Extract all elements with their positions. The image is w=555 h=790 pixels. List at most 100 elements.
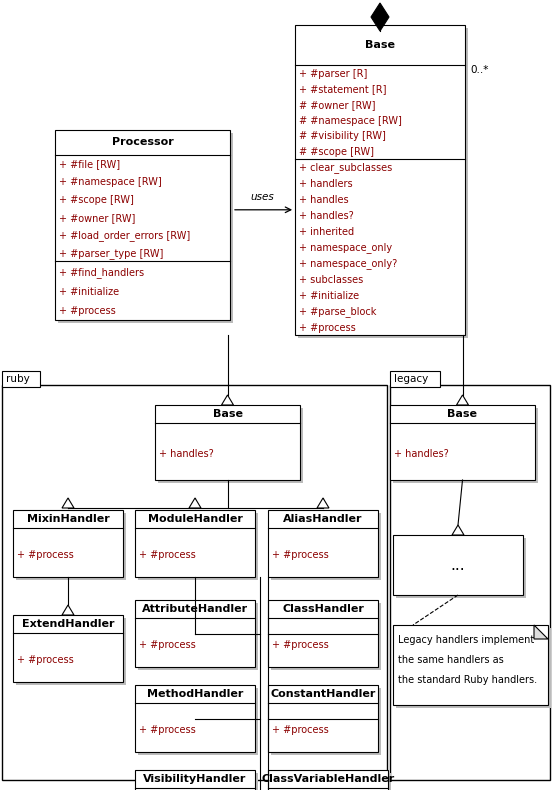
- Text: ruby: ruby: [6, 374, 30, 384]
- Text: + #initialize: + #initialize: [59, 287, 119, 297]
- Bar: [135, 510, 255, 577]
- Text: + #process: + #process: [299, 323, 356, 333]
- Text: + #process: + #process: [272, 550, 329, 560]
- Text: ClassHandler: ClassHandler: [282, 604, 364, 614]
- Text: ConstantHandler: ConstantHandler: [270, 689, 376, 699]
- Text: MethodHandler: MethodHandler: [147, 689, 243, 699]
- Bar: [16, 513, 126, 580]
- Polygon shape: [221, 395, 234, 405]
- Text: + namespace_only: + namespace_only: [299, 243, 392, 253]
- Text: + #process: + #process: [139, 550, 196, 560]
- Bar: [16, 618, 126, 685]
- Bar: [393, 625, 548, 705]
- Text: + handles?: + handles?: [394, 450, 449, 459]
- Text: + handles?: + handles?: [159, 450, 214, 459]
- Bar: [155, 405, 300, 480]
- Polygon shape: [62, 605, 74, 615]
- Bar: [2, 385, 387, 780]
- Polygon shape: [457, 395, 468, 405]
- Polygon shape: [371, 3, 389, 31]
- Text: # #scope [RW]: # #scope [RW]: [299, 147, 374, 157]
- Text: 0..*: 0..*: [470, 65, 488, 75]
- Text: Processor: Processor: [112, 137, 173, 148]
- Text: ...: ...: [451, 558, 465, 573]
- Text: + #parser_type [RW]: + #parser_type [RW]: [59, 248, 163, 259]
- Polygon shape: [189, 498, 201, 508]
- Text: + #initialize: + #initialize: [299, 291, 359, 301]
- Bar: [271, 773, 391, 790]
- Text: + clear_subclasses: + clear_subclasses: [299, 162, 392, 173]
- Text: + #process: + #process: [139, 725, 196, 735]
- Text: MixinHandler: MixinHandler: [27, 514, 109, 524]
- Bar: [135, 600, 255, 667]
- Text: + handles?: + handles?: [299, 211, 354, 220]
- Bar: [396, 628, 551, 708]
- Text: + #process: + #process: [272, 725, 329, 735]
- Bar: [396, 538, 526, 598]
- Text: + #process: + #process: [17, 655, 74, 665]
- Text: # #visibility [RW]: # #visibility [RW]: [299, 131, 386, 141]
- Polygon shape: [62, 498, 74, 508]
- Text: Base: Base: [447, 409, 477, 419]
- Text: AliasHandler: AliasHandler: [283, 514, 363, 524]
- Bar: [138, 513, 258, 580]
- Text: + #namespace [RW]: + #namespace [RW]: [59, 177, 162, 187]
- Text: + #statement [R]: + #statement [R]: [299, 85, 386, 95]
- Text: + #parse_block: + #parse_block: [299, 307, 376, 318]
- Text: + #scope [RW]: + #scope [RW]: [59, 195, 134, 205]
- Text: + handlers: + handlers: [299, 179, 352, 189]
- Text: + handles: + handles: [299, 194, 349, 205]
- Bar: [13, 615, 123, 682]
- Bar: [271, 603, 381, 670]
- Text: + #process: + #process: [59, 307, 116, 316]
- Text: # #namespace [RW]: # #namespace [RW]: [299, 115, 402, 126]
- Bar: [271, 688, 381, 755]
- Text: Base: Base: [213, 409, 243, 419]
- Bar: [271, 513, 381, 580]
- Text: + inherited: + inherited: [299, 227, 354, 237]
- Text: + #process: + #process: [17, 550, 74, 560]
- Bar: [55, 130, 230, 320]
- Bar: [13, 510, 123, 577]
- Text: + #owner [RW]: + #owner [RW]: [59, 213, 135, 223]
- Text: ExtendHandler: ExtendHandler: [22, 619, 114, 629]
- Text: + #parser [R]: + #parser [R]: [299, 69, 367, 79]
- Text: ModuleHandler: ModuleHandler: [148, 514, 243, 524]
- Text: the standard Ruby handlers.: the standard Ruby handlers.: [398, 675, 537, 685]
- Text: AttributeHandler: AttributeHandler: [142, 604, 248, 614]
- Text: + #load_order_errors [RW]: + #load_order_errors [RW]: [59, 230, 190, 241]
- Bar: [390, 385, 550, 780]
- Text: uses: uses: [251, 192, 274, 201]
- Text: VisibilityHandler: VisibilityHandler: [143, 774, 246, 784]
- Bar: [295, 25, 465, 335]
- Text: Base: Base: [365, 40, 395, 50]
- Text: + namespace_only?: + namespace_only?: [299, 258, 397, 269]
- Polygon shape: [452, 525, 464, 535]
- Text: + #process: + #process: [139, 640, 196, 650]
- Bar: [393, 535, 523, 595]
- Polygon shape: [534, 625, 548, 639]
- Text: + #find_handlers: + #find_handlers: [59, 267, 144, 277]
- Bar: [393, 408, 538, 483]
- Bar: [390, 405, 535, 480]
- Text: + #process: + #process: [272, 640, 329, 650]
- Bar: [268, 770, 388, 790]
- Bar: [58, 133, 233, 323]
- Text: + subclasses: + subclasses: [299, 275, 364, 284]
- Bar: [268, 685, 378, 752]
- Bar: [268, 600, 378, 667]
- Bar: [158, 408, 303, 483]
- Bar: [135, 685, 255, 752]
- Bar: [298, 28, 468, 338]
- Text: legacy: legacy: [394, 374, 428, 384]
- Text: Legacy handlers implement: Legacy handlers implement: [398, 635, 534, 645]
- Bar: [390, 371, 440, 387]
- Bar: [135, 770, 255, 790]
- Text: the same handlers as: the same handlers as: [398, 655, 504, 665]
- Bar: [138, 603, 258, 670]
- Bar: [138, 688, 258, 755]
- Bar: [2, 371, 40, 387]
- Bar: [268, 510, 378, 577]
- Text: ClassVariableHandler: ClassVariableHandler: [261, 774, 395, 784]
- Bar: [138, 773, 258, 790]
